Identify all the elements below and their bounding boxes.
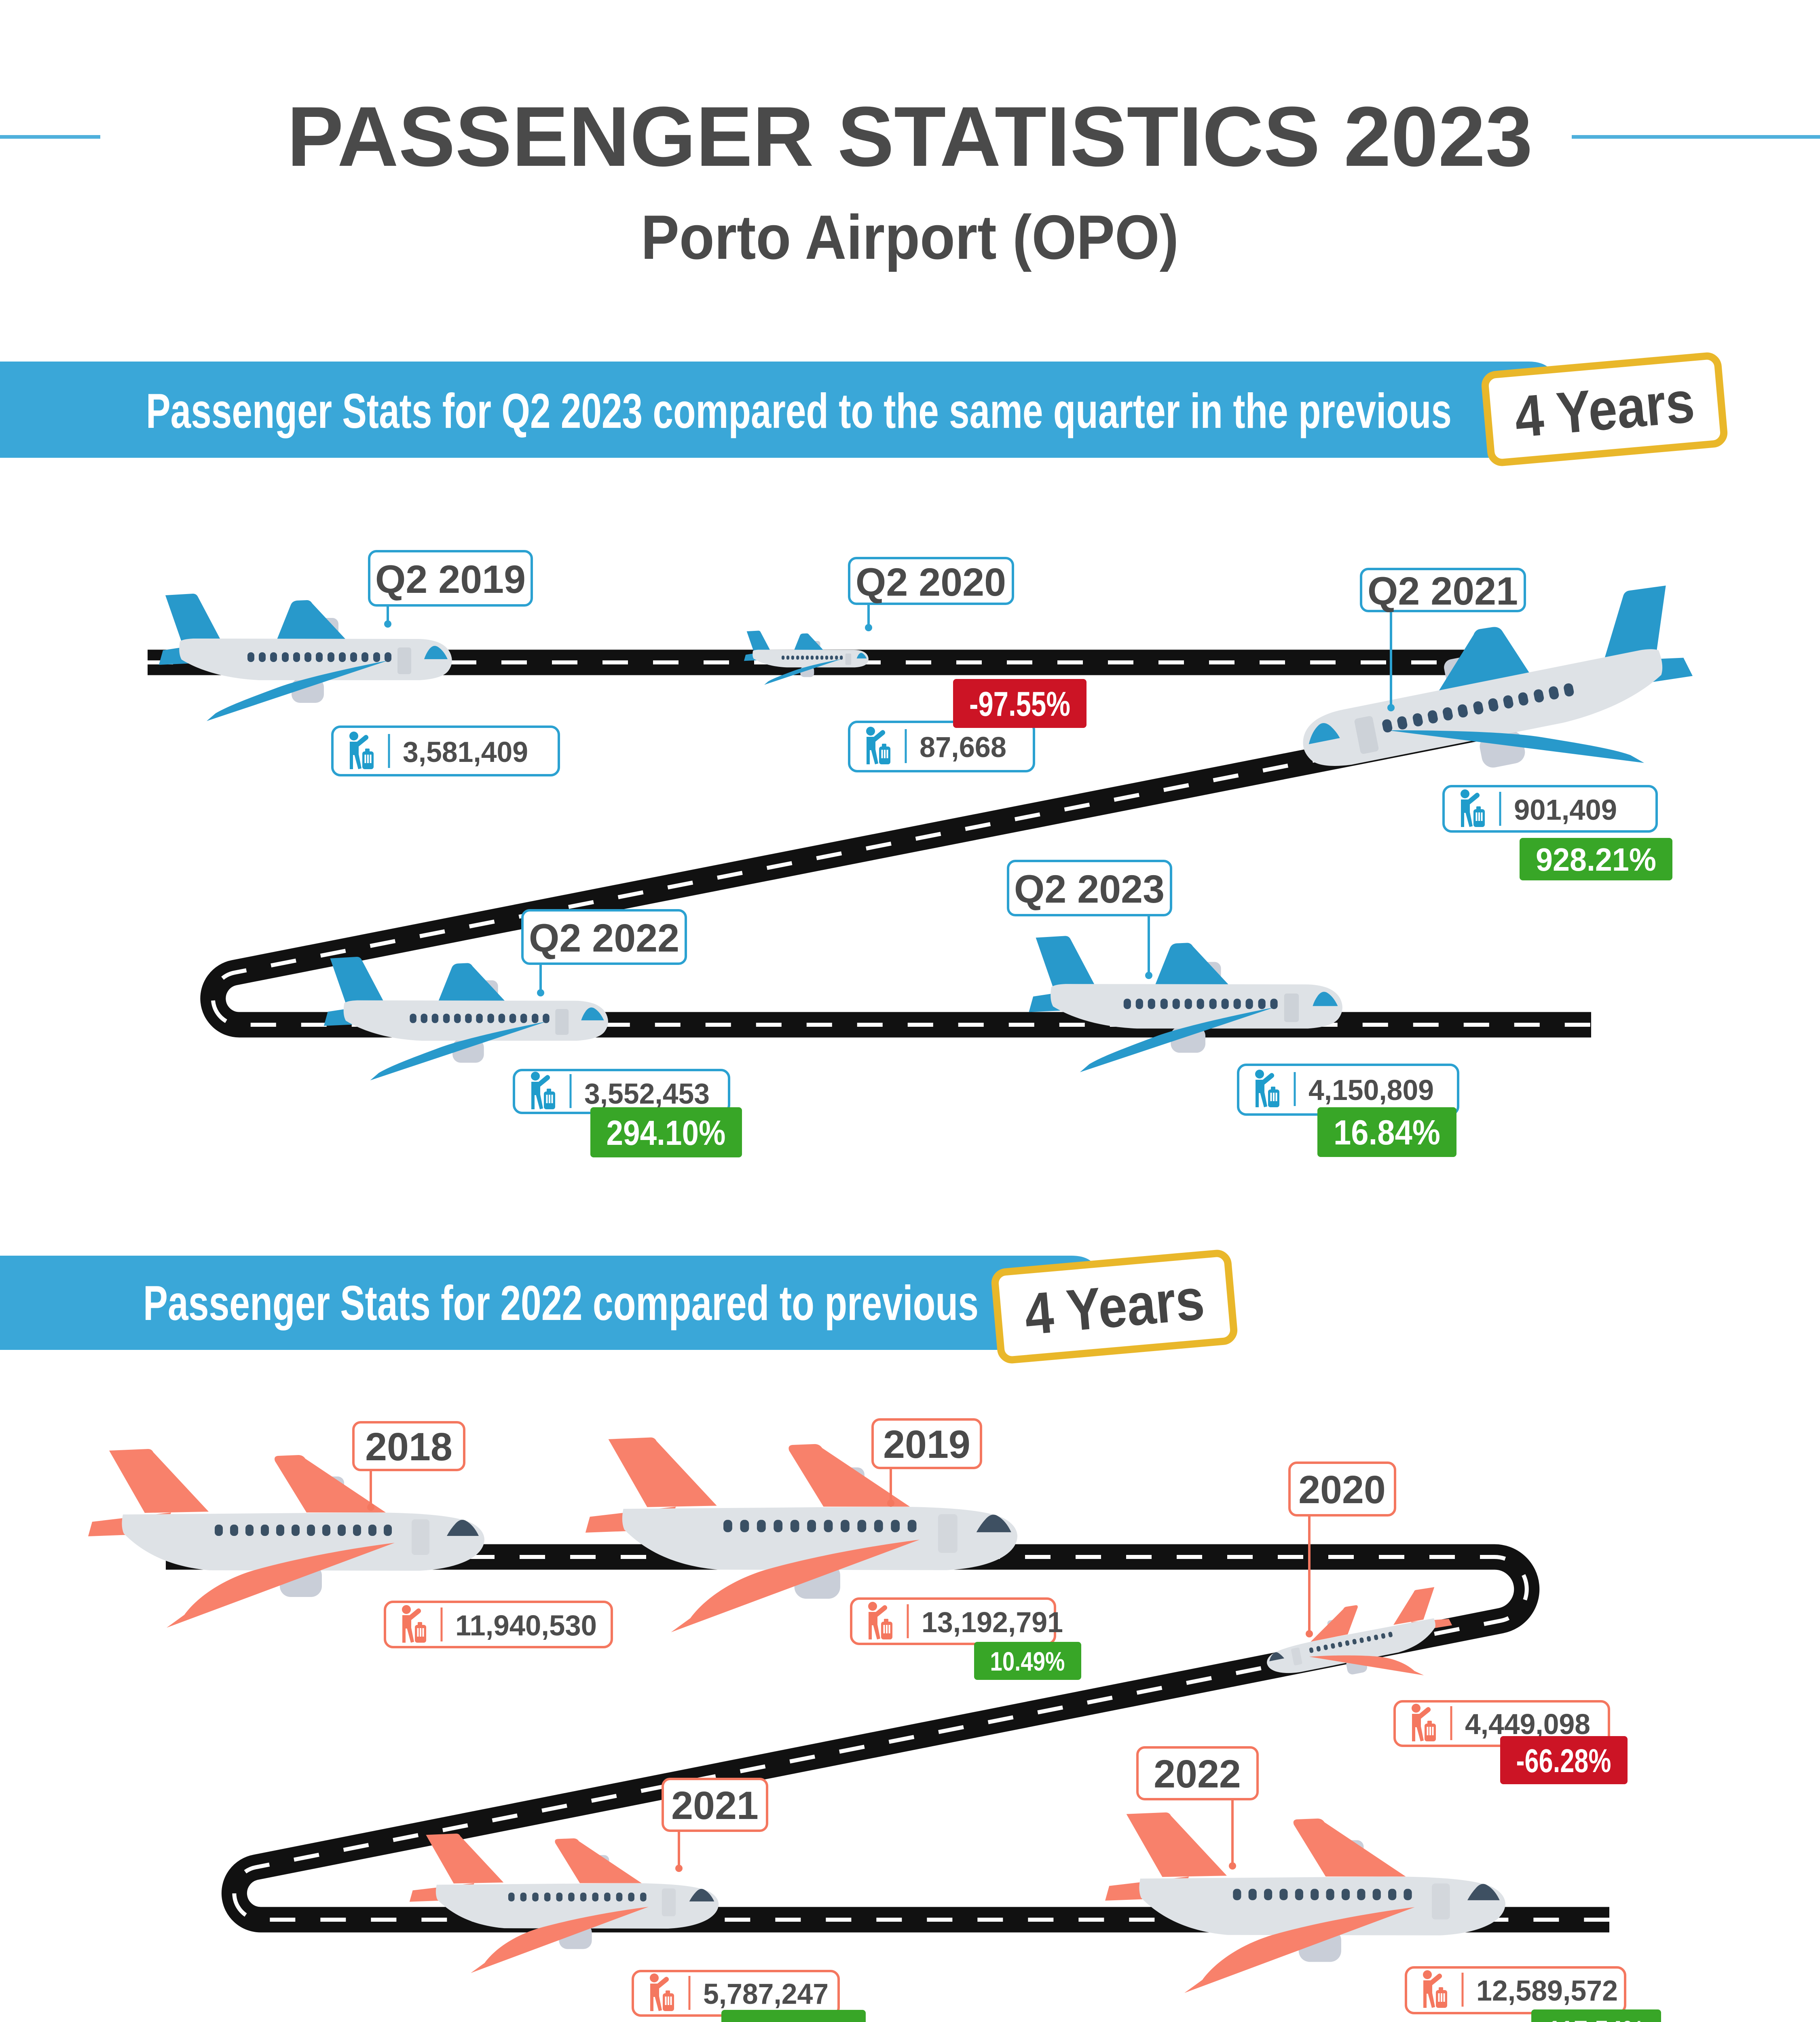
svg-text:3,552,453: 3,552,453 — [584, 1078, 710, 1110]
svg-text:928.21%: 928.21% — [1536, 842, 1656, 878]
svg-text:4,150,809: 4,150,809 — [1308, 1074, 1434, 1106]
svg-text:Porto Airport (OPO): Porto Airport (OPO) — [641, 202, 1179, 272]
svg-text:Q2 2023: Q2 2023 — [1014, 867, 1165, 911]
svg-text:117.54%: 117.54% — [1547, 2015, 1645, 2022]
svg-text:PASSENGER STATISTICS 2023: PASSENGER STATISTICS 2023 — [287, 89, 1533, 184]
svg-text:10.49%: 10.49% — [990, 1646, 1065, 1676]
svg-text:5,787,247: 5,787,247 — [703, 1978, 829, 2010]
svg-text:901,409: 901,409 — [1514, 794, 1617, 826]
svg-text:2021: 2021 — [671, 1783, 759, 1827]
svg-text:13,192,791: 13,192,791 — [922, 1607, 1063, 1639]
svg-text:87,668: 87,668 — [920, 732, 1006, 764]
svg-text:Passenger Stats for Q2 2023 co: Passenger Stats for Q2 2023 compared to … — [146, 383, 1452, 438]
svg-text:294.10%: 294.10% — [607, 1114, 726, 1153]
svg-text:16.84%: 16.84% — [1334, 1113, 1440, 1152]
svg-text:3,581,409: 3,581,409 — [403, 736, 528, 768]
svg-text:Q2 2021: Q2 2021 — [1368, 569, 1518, 613]
svg-text:12,589,572: 12,589,572 — [1476, 1975, 1618, 2007]
svg-text:-97.55%: -97.55% — [969, 685, 1070, 723]
svg-text:2022: 2022 — [1154, 1752, 1241, 1796]
svg-text:11,940,530: 11,940,530 — [455, 1610, 597, 1642]
svg-text:2020: 2020 — [1298, 1468, 1386, 1512]
svg-text:30.08%: 30.08% — [738, 2016, 850, 2022]
svg-text:Q2 2019: Q2 2019 — [375, 557, 526, 601]
svg-text:Q2 2020: Q2 2020 — [856, 560, 1006, 604]
svg-text:2018: 2018 — [365, 1425, 452, 1469]
svg-text:2019: 2019 — [883, 1422, 970, 1466]
svg-text:-66.28%: -66.28% — [1516, 1743, 1611, 1779]
svg-text:4 Years: 4 Years — [1512, 369, 1697, 450]
svg-text:Passenger Stats for 2022 compa: Passenger Stats for 2022 compared to pre… — [143, 1275, 979, 1330]
svg-text:4,449,098: 4,449,098 — [1465, 1709, 1590, 1741]
svg-text:4 Years: 4 Years — [1022, 1266, 1207, 1347]
svg-text:Q2 2022: Q2 2022 — [529, 916, 679, 960]
